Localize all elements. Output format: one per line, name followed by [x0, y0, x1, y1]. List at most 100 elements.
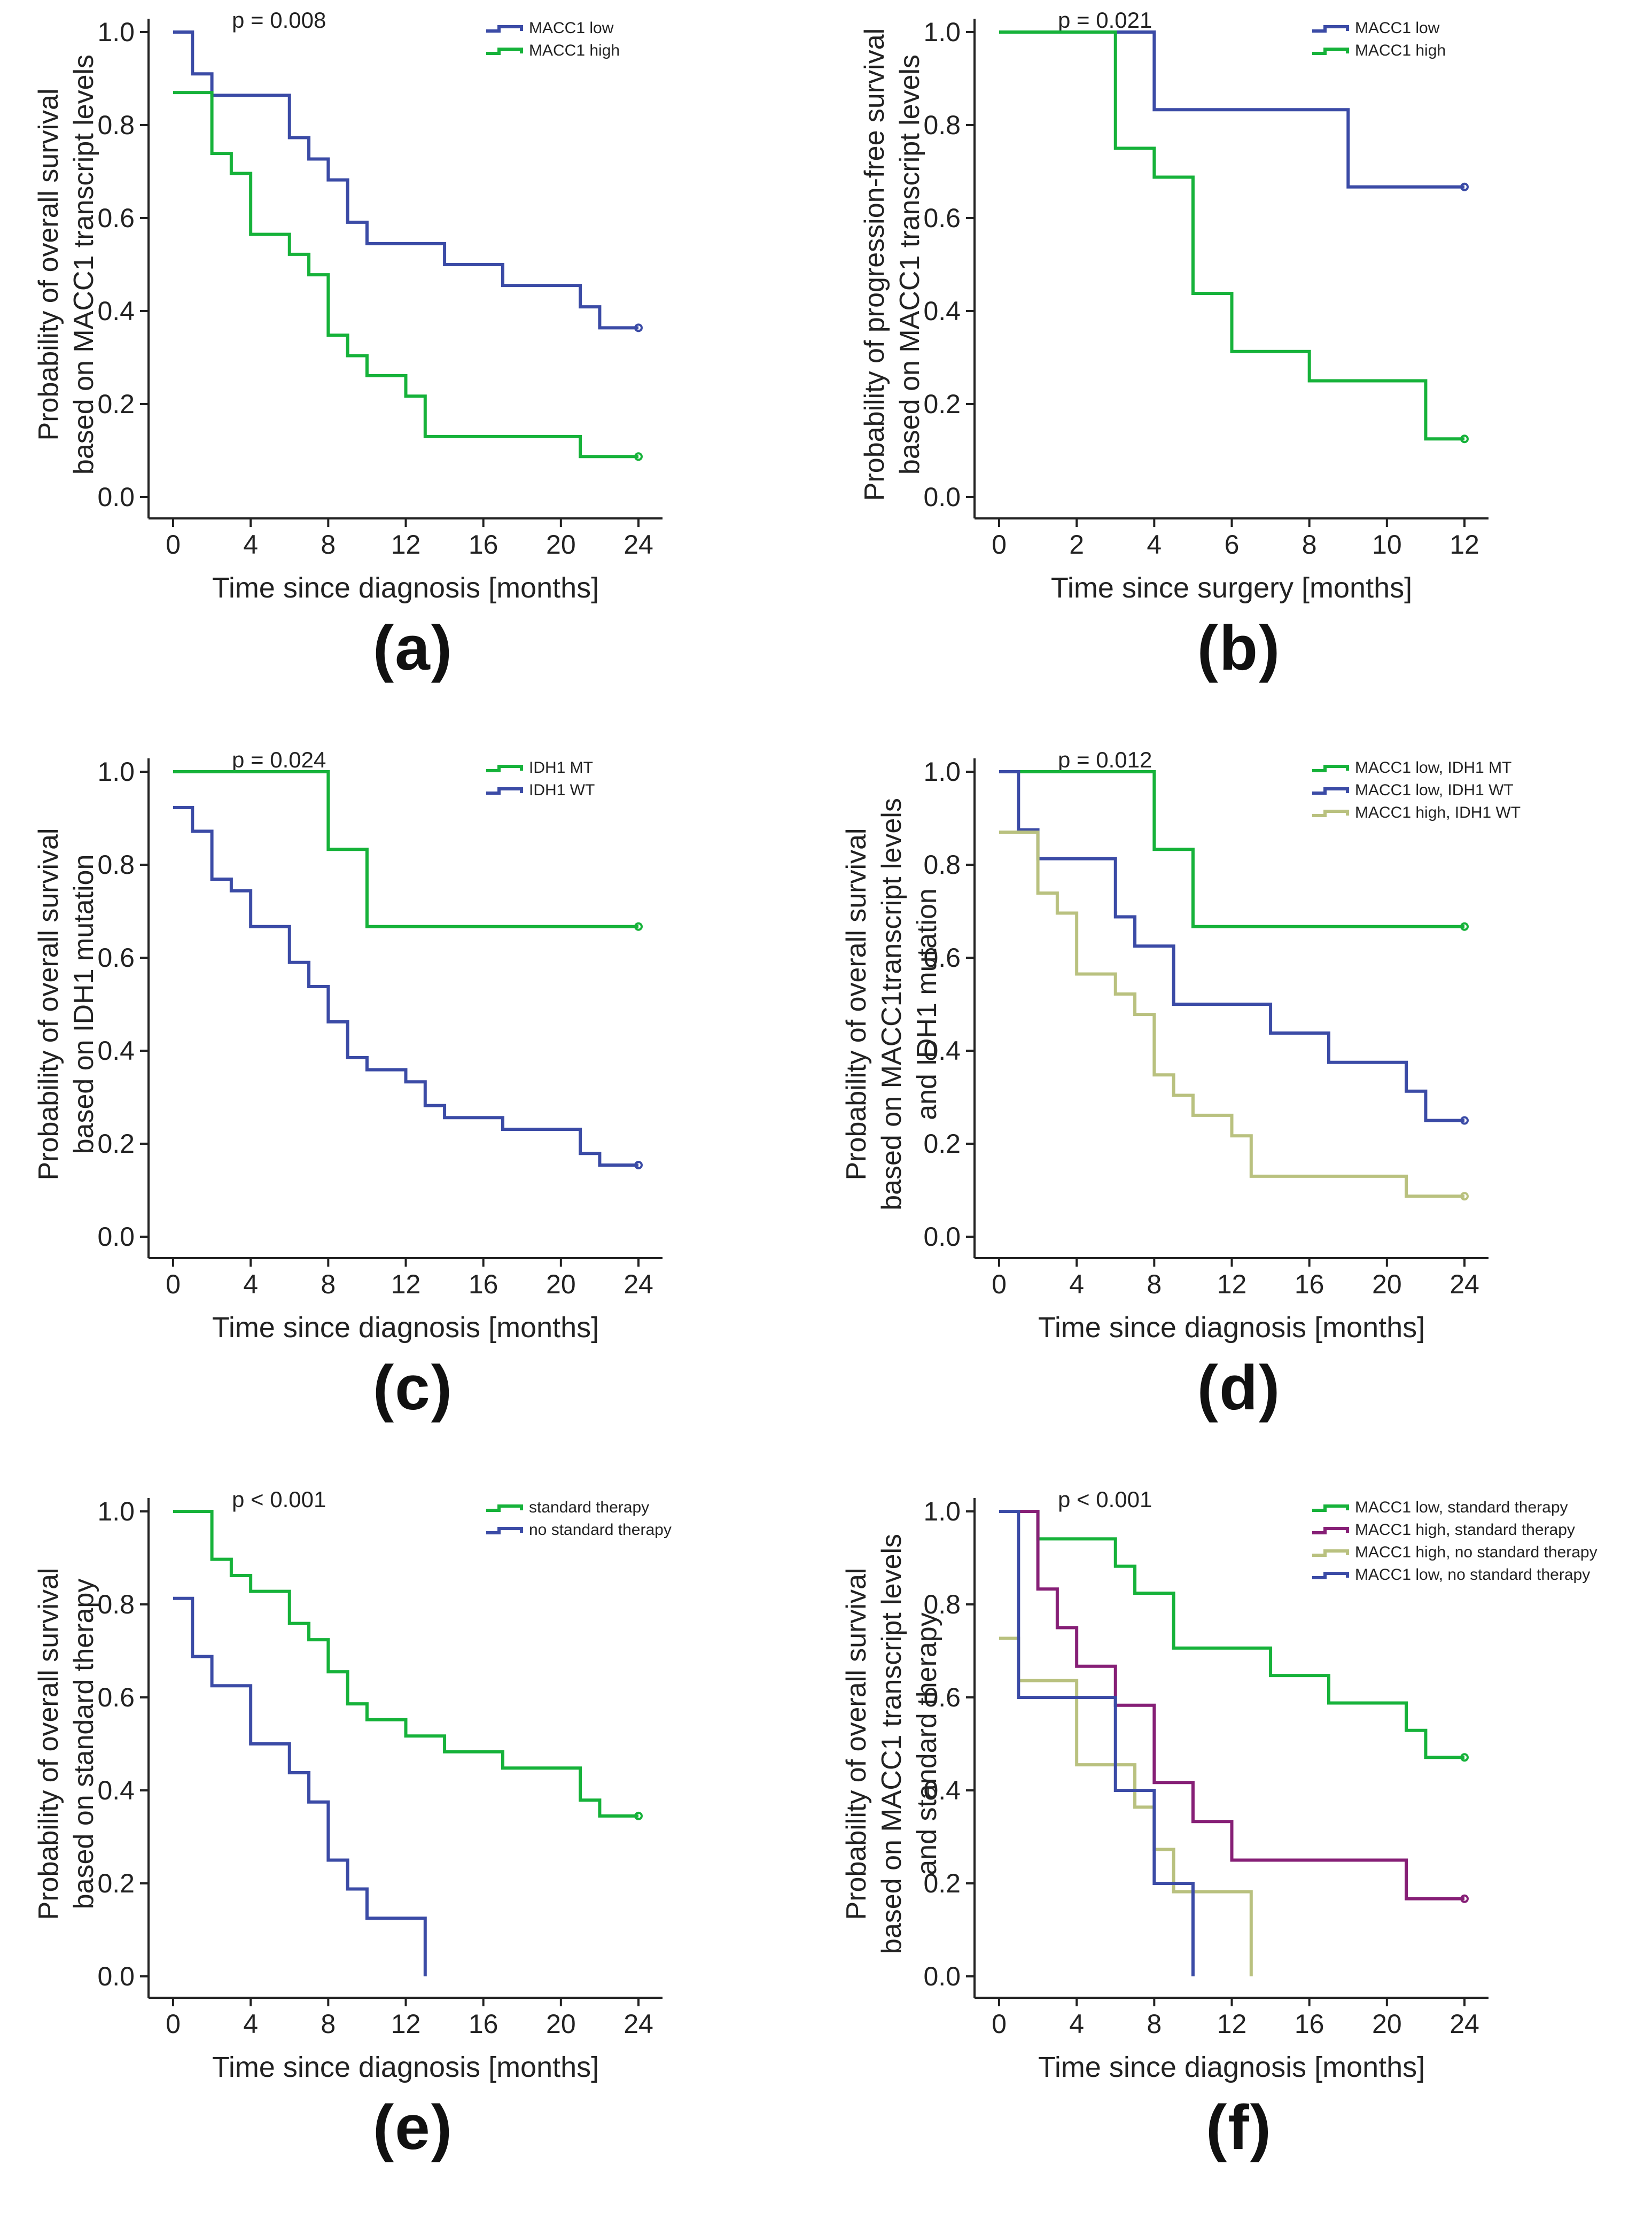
x-axis-title: Time since diagnosis [months]: [212, 1312, 599, 1344]
plot-b: 0.0 0.2 0.4 0.6 0.8 1.0 0 2 4 6 8 10 12 Time since su…: [859, 7, 1489, 604]
y-tick-label: 0.2: [97, 1129, 135, 1159]
series-line-2: [173, 1596, 427, 1976]
series-line-2: [999, 30, 1464, 441]
x-tick-label: 4: [1069, 2009, 1084, 2039]
y-tick-label: 0.8: [97, 850, 135, 880]
censor-mark: [1460, 1116, 1469, 1125]
y-axis-title-line: Probability of overall survival: [33, 89, 64, 441]
y-tick-label: 0.4: [97, 296, 135, 326]
y-tick-label: 0.4: [923, 1775, 961, 1805]
x-tick-label: 0: [992, 530, 1007, 560]
legend-swatch: [1312, 810, 1349, 817]
y-tick-label: 1.0: [923, 1496, 961, 1526]
y-tick-label: 0.4: [923, 296, 961, 326]
x-axis-title: Time since diagnosis [months]: [1038, 1312, 1425, 1344]
x-tick-label: 4: [243, 1269, 258, 1299]
y-axis-title-line: Probability of progression-free survival: [859, 28, 890, 501]
series-line-2: [999, 1510, 1464, 1900]
y-tick-label: 0.6: [923, 943, 961, 973]
y-tick-label: 0.2: [97, 389, 135, 419]
legend-label: no standard therapy: [529, 1521, 672, 1539]
plot-e: 0.0 0.2 0.4 0.6 0.8 1.0 0 4 8 12 16 20 24 Time since …: [33, 1487, 672, 2083]
legend-swatch: [1312, 48, 1349, 55]
x-tick-label: 16: [1295, 1269, 1324, 1299]
censor-mark: [1460, 182, 1469, 191]
legend-swatch: [1312, 1549, 1349, 1557]
panel-label: (b): [1197, 613, 1281, 684]
y-tick-label: 1.0: [923, 757, 961, 787]
legend-swatch: [1312, 25, 1349, 33]
y-axis-title: Probability of progression-free survival…: [859, 28, 925, 501]
x-tick-label: 4: [243, 530, 258, 560]
panel-a: 0.0 0.2 0.4 0.6 0.8 1.0 0 4 8 12 16 20 24 Time since …: [0, 0, 826, 740]
series-line-1: [999, 30, 1464, 189]
legend-label: MACC1 low: [1355, 19, 1440, 37]
series-line-3: [999, 1636, 1253, 1976]
x-tick-label: 24: [624, 530, 653, 560]
legend-label: MACC1 low: [529, 19, 614, 37]
y-tick-label: 1.0: [97, 757, 135, 787]
censor-mark: [634, 1811, 643, 1820]
x-tick-label: 20: [546, 530, 576, 560]
y-tick-label: 0.2: [923, 389, 961, 419]
p-value: p = 0.008: [232, 7, 326, 33]
x-tick-label: 16: [469, 530, 498, 560]
legend-label: MACC1 low, IDH1 WT: [1355, 781, 1514, 799]
plot-a: 0.0 0.2 0.4 0.6 0.8 1.0 0 4 8 12 16 20 24 Time since …: [33, 7, 663, 604]
x-tick-label: 4: [1069, 1269, 1084, 1299]
y-tick-label: 0.4: [97, 1036, 135, 1066]
x-tick-label: 8: [321, 530, 336, 560]
legend-swatch: [486, 48, 523, 55]
p-value: p = 0.021: [1058, 7, 1152, 33]
x-tick-label: 4: [243, 2009, 258, 2039]
y-axis-title: Probability of overall survival based on …: [33, 55, 99, 475]
y-tick-label: 0.2: [923, 1129, 961, 1159]
y-tick-label: 0.6: [923, 1682, 961, 1712]
y-axis-title-line: based on MACC1transcript levels: [876, 798, 907, 1211]
censor-mark: [634, 452, 643, 461]
x-axis-title: Time since diagnosis [months]: [1038, 2051, 1425, 2083]
y-tick-label: 0.6: [97, 203, 135, 233]
x-tick-label: 0: [992, 1269, 1007, 1299]
legend-label: MACC1 high: [1355, 42, 1446, 59]
y-tick-label: 0.2: [97, 1868, 135, 1898]
legend-label: IDH1 WT: [529, 781, 595, 799]
x-tick-label: 12: [1217, 1269, 1247, 1299]
plot-f: 0.0 0.2 0.4 0.6 0.8 1.0 0 4 8 12 16 20 24 Time since …: [841, 1487, 1598, 2083]
y-tick-label: 0.0: [923, 1222, 961, 1252]
legend-label: IDH1 MT: [529, 759, 593, 777]
series-line-2: [173, 805, 638, 1167]
censor-mark: [1460, 922, 1469, 931]
legend-label: MACC1 high, IDH1 WT: [1355, 804, 1521, 821]
x-tick-label: 16: [469, 2009, 498, 2039]
x-tick-label: 0: [166, 2009, 181, 2039]
legend-swatch: [486, 25, 523, 33]
x-tick-label: 24: [1450, 2009, 1479, 2039]
p-value: p = 0.012: [1058, 747, 1152, 772]
y-axis-title-line: based on MACC1 transcript levels: [68, 55, 99, 475]
y-axis-title-line: and IDH1 mutation: [911, 888, 942, 1120]
legend-swatch: [486, 1527, 523, 1534]
x-axis-title: Time since surgery [months]: [1051, 572, 1412, 604]
y-tick-label: 0.8: [923, 1589, 961, 1619]
y-tick-label: 0.0: [923, 1961, 961, 1991]
panel-f: 0.0 0.2 0.4 0.6 0.8 1.0 0 4 8 12 16 20 24 Time since …: [826, 1479, 1652, 2219]
legend-swatch: [1312, 1572, 1349, 1579]
x-tick-label: 2: [1069, 530, 1084, 560]
series-line-3: [999, 831, 1464, 1198]
censor-mark: [1460, 1894, 1469, 1903]
x-tick-label: 20: [1372, 2009, 1402, 2039]
censor-mark: [634, 922, 643, 931]
legend-label: MACC1 high, no standard therapy: [1355, 1543, 1598, 1561]
x-tick-label: 8: [1147, 2009, 1162, 2039]
x-tick-label: 20: [546, 2009, 576, 2039]
y-axis-title-line: Probability of overall survival: [33, 1568, 64, 1920]
plot-d: 0.0 0.2 0.4 0.6 0.8 1.0 0 4 8 12 16 20 24 Time since …: [841, 747, 1521, 1344]
legend-label: MACC1 low, IDH1 MT: [1355, 759, 1511, 777]
y-tick-label: 0.8: [923, 110, 961, 140]
legend-swatch: [1312, 765, 1349, 772]
y-tick-label: 0.0: [97, 1961, 135, 1991]
y-axis-title: Probability of overall survival based on …: [33, 1568, 99, 1920]
series-line-1: [173, 770, 638, 928]
y-axis-title-line: Probability of overall survival: [33, 828, 64, 1181]
